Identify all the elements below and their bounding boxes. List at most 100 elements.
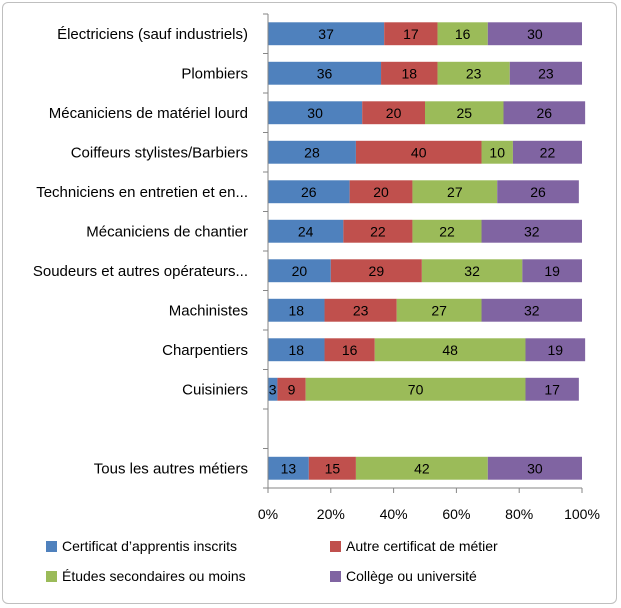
bar-segment: [349, 180, 413, 204]
data-label: 20: [373, 184, 389, 200]
data-label: 26: [301, 184, 317, 200]
bar-segment: [343, 219, 413, 243]
data-label: 24: [298, 223, 314, 239]
data-label: 30: [527, 460, 543, 476]
data-label: 15: [325, 460, 341, 476]
bar-segment: [481, 140, 513, 164]
data-label: 40: [411, 144, 427, 160]
data-label: 22: [370, 223, 386, 239]
bars-layer: 37 17 16 30 36 18 23 23 30 20 25 26 28 40 10 22 26 20 27 26…: [268, 22, 586, 480]
legend: Certificat d’apprentis inscrits Autre cer…: [46, 538, 498, 584]
data-label: 18: [402, 65, 418, 81]
legend-label: Collège ou université: [346, 568, 477, 584]
data-label: 37: [318, 26, 334, 42]
data-label: 42: [414, 460, 430, 476]
x-tick-label: 80%: [505, 506, 533, 522]
bar-segment: [268, 456, 309, 480]
category-label: Tous les autres métiers: [94, 460, 248, 477]
data-label: 10: [489, 144, 505, 160]
data-label: 36: [317, 65, 333, 81]
bar-segment: [268, 22, 385, 46]
data-label: 70: [408, 381, 424, 397]
bar-segment: [324, 298, 397, 322]
bar-segment: [425, 101, 504, 125]
category-label: Techniciens en entretien et en...: [36, 184, 248, 201]
bar-segment: [384, 22, 438, 46]
data-label: 30: [527, 26, 543, 42]
bar-segment: [396, 298, 482, 322]
bar-segment: [268, 338, 325, 362]
x-tick-label: 40%: [380, 506, 408, 522]
data-label: 18: [288, 342, 304, 358]
data-label: 16: [455, 26, 471, 42]
category-label: Coiffeurs stylistes/Barbiers: [71, 144, 248, 161]
x-tick-label: 0%: [258, 506, 278, 522]
data-label: 20: [292, 263, 308, 279]
bar-segment: [412, 219, 482, 243]
data-label: 20: [386, 105, 402, 121]
data-label: 16: [342, 342, 358, 358]
data-label: 3: [269, 381, 277, 397]
bar-segment: [268, 140, 356, 164]
bar-segment: [362, 101, 425, 125]
bar-segment: [324, 338, 375, 362]
data-label: 17: [403, 26, 419, 42]
bar-segment: [277, 377, 306, 401]
data-label: 48: [442, 342, 458, 358]
bar-segment: [355, 140, 482, 164]
category-label: Mécaniciens de matériel lourd: [49, 105, 248, 122]
bar-segment: [512, 140, 582, 164]
bar-segment: [268, 298, 325, 322]
category-label: Machinistes: [169, 302, 248, 319]
category-label: Électriciens (sauf industriels): [57, 26, 248, 43]
bar-segment: [268, 259, 331, 283]
bar-segment: [437, 22, 488, 46]
bar-segment: [268, 61, 382, 85]
data-label: 13: [281, 460, 297, 476]
data-label: 22: [540, 144, 556, 160]
category-label: Charpentiers: [162, 342, 248, 359]
x-tick-label: 60%: [442, 506, 470, 522]
data-label: 19: [544, 263, 560, 279]
data-label: 26: [537, 105, 553, 121]
bar-segment: [374, 338, 526, 362]
data-label: 17: [544, 381, 560, 397]
data-label: 22: [439, 223, 455, 239]
bar-segment: [355, 456, 488, 480]
x-axis: 0% 20% 40% 60% 80% 100%: [258, 13, 600, 522]
data-label: 27: [431, 302, 447, 318]
legend-label: Autre certificat de métier: [346, 538, 498, 554]
data-label: 32: [524, 223, 540, 239]
data-label: 9: [288, 381, 296, 397]
bar-segment: [268, 377, 278, 401]
data-label: 27: [447, 184, 463, 200]
bar-segment: [437, 61, 510, 85]
x-tick-label: 20%: [317, 506, 345, 522]
bar-segment: [487, 22, 582, 46]
data-label: 32: [524, 302, 540, 318]
bar-segment: [509, 61, 582, 85]
data-label: 18: [288, 302, 304, 318]
legend-swatch: [330, 541, 341, 552]
data-label: 25: [456, 105, 472, 121]
bar-segment: [268, 180, 350, 204]
category-label: Mécaniciens de chantier: [86, 223, 248, 240]
data-label: 26: [530, 184, 546, 200]
legend-swatch: [330, 571, 341, 582]
data-label: 32: [464, 263, 480, 279]
bar-segment: [522, 259, 582, 283]
bar-segment: [330, 259, 422, 283]
bar-segment: [308, 456, 356, 480]
data-label: 29: [369, 263, 385, 279]
legend-swatch: [46, 541, 57, 552]
category-labels: Électriciens (sauf industriels) Plombiers…: [33, 26, 248, 478]
bar-segment: [503, 101, 586, 125]
category-label: Cuisiniers: [182, 381, 248, 398]
bar-segment: [268, 219, 344, 243]
data-label: 19: [548, 342, 564, 358]
bar-segment: [497, 180, 579, 204]
legend-label: Certificat d’apprentis inscrits: [62, 538, 237, 554]
bar-segment: [481, 219, 582, 243]
bar-segment: [412, 180, 498, 204]
